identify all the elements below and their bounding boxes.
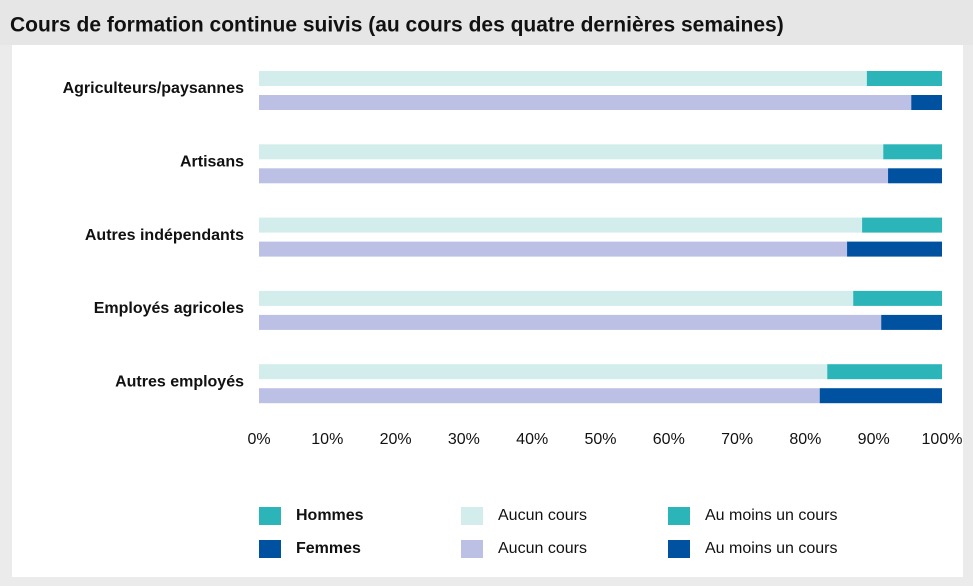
category-label: Employés agricoles: [94, 300, 244, 317]
title-bar: [0, 0, 973, 45]
bar-segment: [883, 144, 942, 160]
legend-group: Femmes: [296, 540, 361, 557]
bar-segment: [911, 95, 942, 110]
category-label: Autres employés: [115, 373, 244, 390]
bar-segment: [819, 388, 942, 404]
x-tick-label: 10%: [311, 431, 343, 448]
bar-segment: [866, 71, 942, 86]
chart-title: Cours de formation continue suivis (au c…: [10, 14, 784, 37]
x-tick-label: 90%: [858, 431, 890, 448]
bar-segment: [259, 71, 867, 86]
legend-swatch: [259, 507, 281, 525]
x-tick-label: 30%: [448, 431, 480, 448]
x-tick-label: 20%: [380, 431, 412, 448]
category-label: Agriculteurs/paysannes: [63, 80, 245, 97]
x-tick-label: 40%: [516, 431, 548, 448]
legend-swatch: [668, 540, 690, 558]
legend-swatch: [461, 507, 483, 525]
bar-segment: [888, 168, 942, 184]
legend-swatch: [259, 540, 281, 558]
bar-segment: [847, 241, 942, 257]
panel: [12, 45, 963, 577]
bar-segment: [259, 241, 848, 257]
x-tick-label: 80%: [789, 431, 821, 448]
bar-segment: [862, 217, 942, 233]
bar-segment: [259, 364, 828, 380]
legend-label: Aucun cours: [498, 540, 587, 557]
bar-segment: [259, 168, 889, 184]
legend-label: Au moins un cours: [705, 540, 838, 557]
bar-segment: [259, 290, 854, 306]
bar-segment: [259, 314, 882, 330]
legend-swatch: [668, 507, 690, 525]
bar-segment: [259, 95, 912, 110]
bar-segment: [259, 217, 863, 233]
bar-segment: [827, 364, 942, 380]
x-tick-label: 70%: [721, 431, 753, 448]
x-tick-label: 60%: [653, 431, 685, 448]
x-tick-label: 100%: [922, 431, 963, 448]
bar-segment: [259, 388, 820, 404]
legend-group: Hommes: [296, 507, 364, 524]
category-label: Autres indépendants: [85, 227, 244, 244]
legend-swatch: [461, 540, 483, 558]
x-tick-label: 50%: [584, 431, 616, 448]
category-label: Artisans: [180, 154, 244, 171]
bar-segment: [853, 290, 942, 306]
legend-label: Au moins un cours: [705, 507, 838, 524]
legend-label: Aucun cours: [498, 507, 587, 524]
bar-segment: [881, 314, 942, 330]
x-tick-label: 0%: [247, 431, 270, 448]
bar-segment: [259, 144, 884, 160]
